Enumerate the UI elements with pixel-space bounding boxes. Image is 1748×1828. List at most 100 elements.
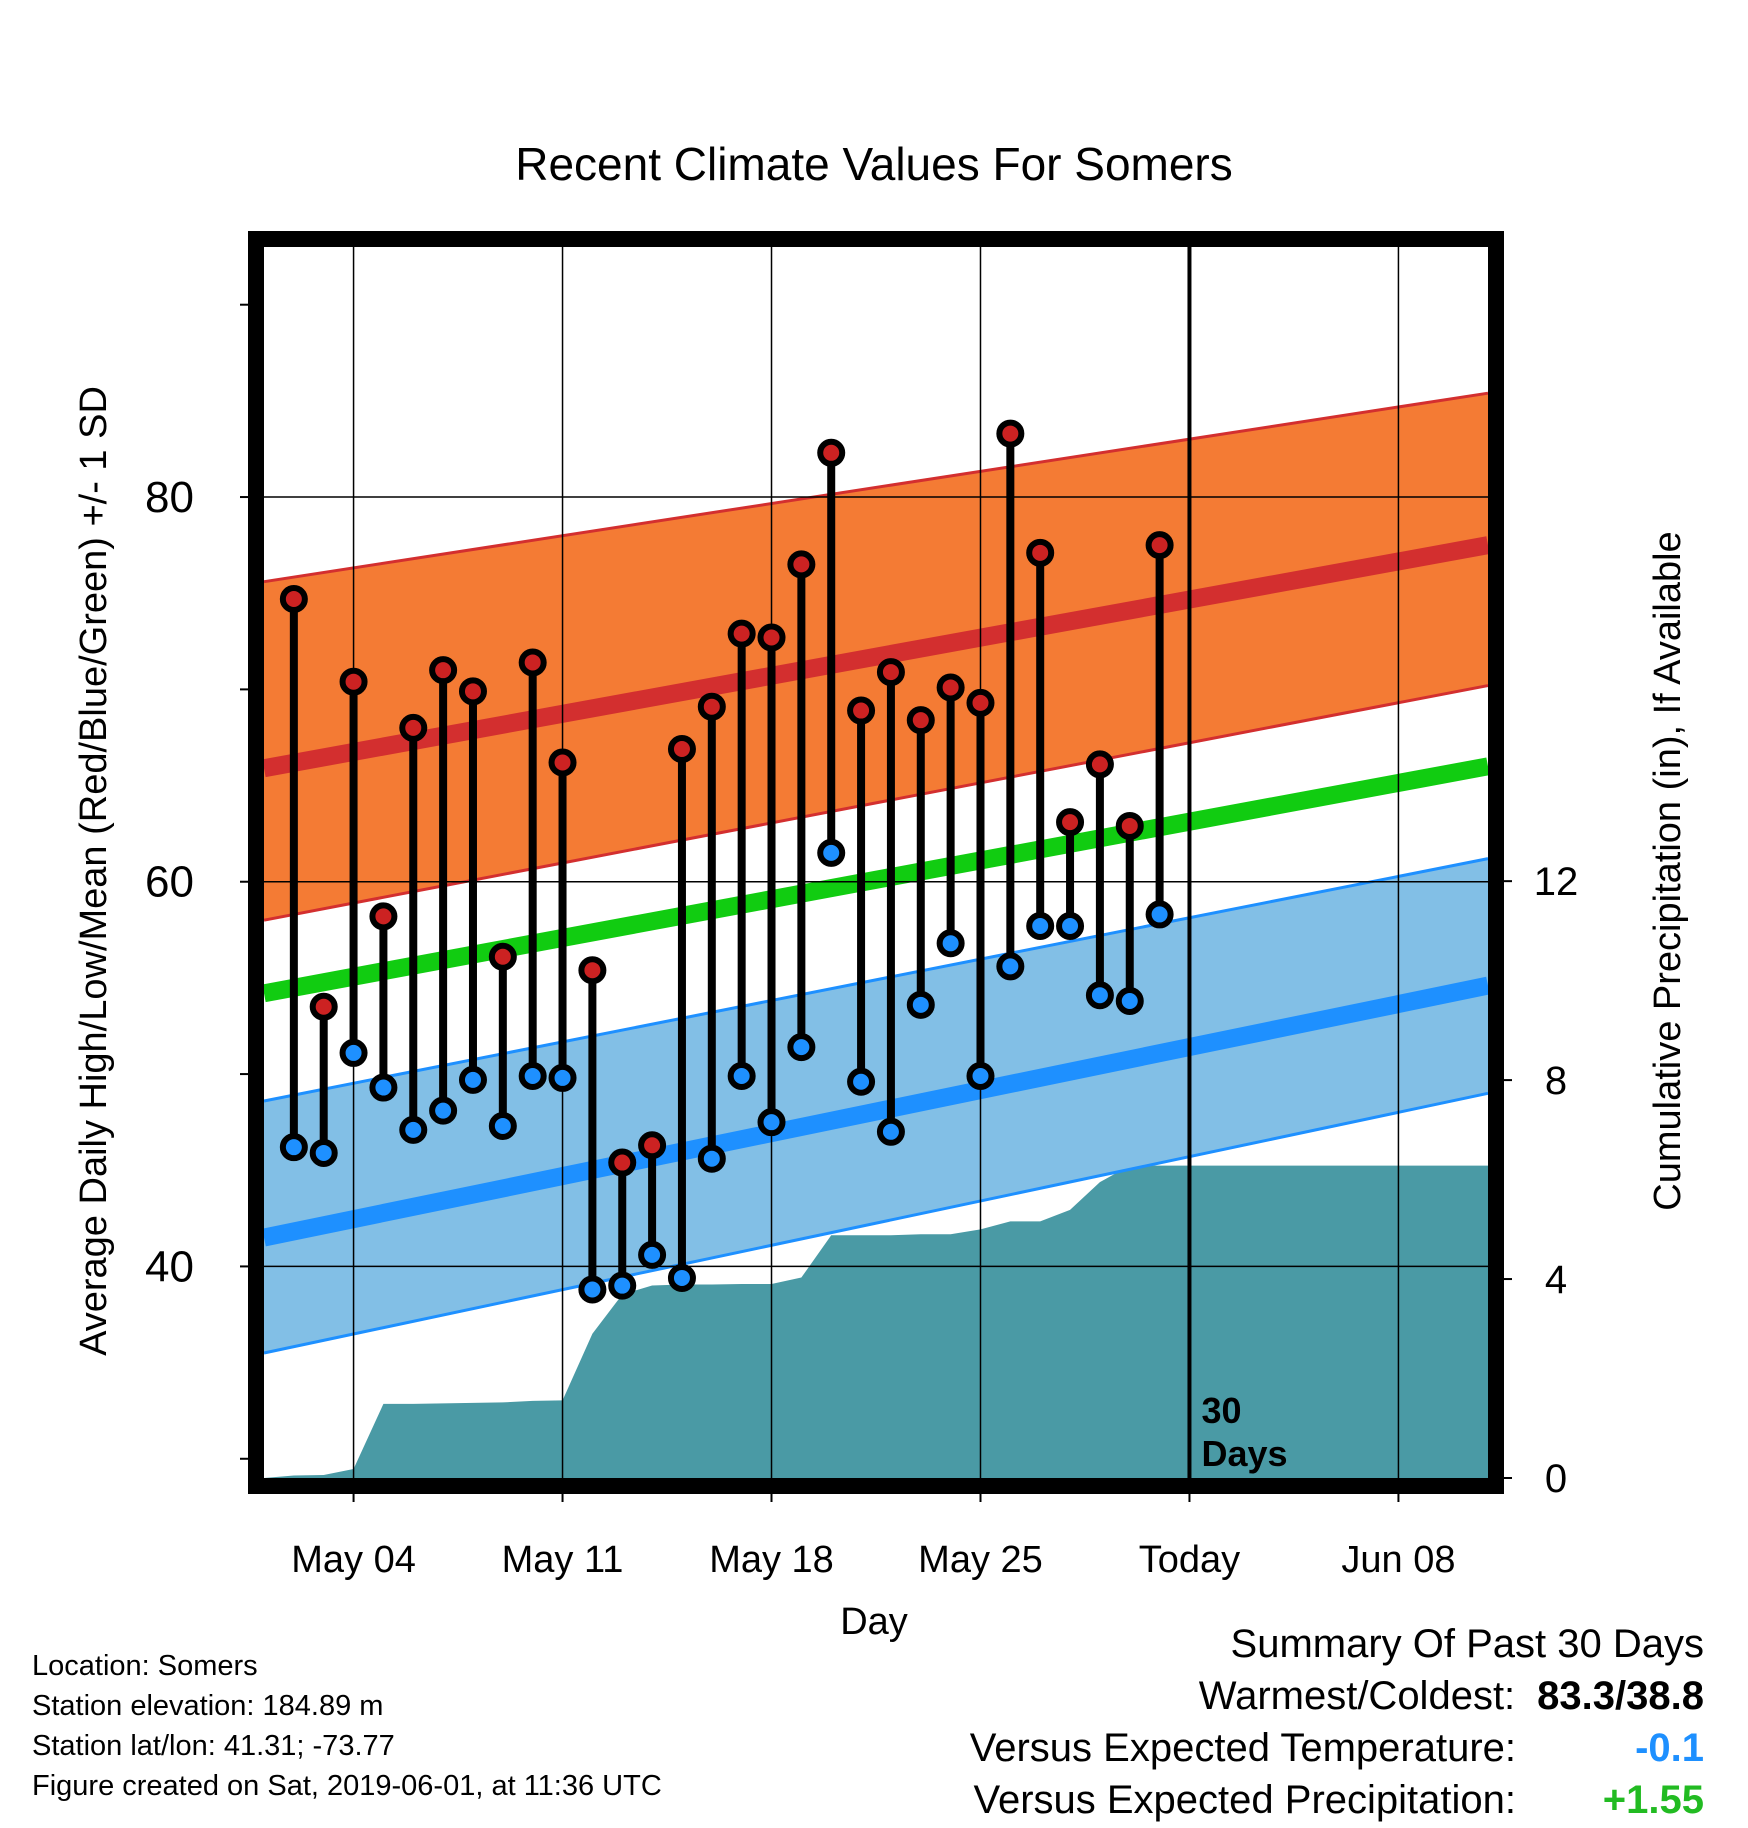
high-point [1085,750,1114,779]
low-point [399,1115,428,1144]
normal-high-band-upper-edge [263,391,1489,584]
low-point [787,1033,816,1062]
low-point [1026,911,1055,940]
warm-cold-label: Warmest/Coldest: [1198,1674,1516,1718]
high-point [1056,808,1085,837]
high-point [399,713,428,742]
high-point [1026,538,1055,567]
y-left-tick-label: 60 [145,858,194,907]
low-point [309,1138,338,1167]
today-days-label-line1: 30 [1201,1390,1241,1431]
temp-value: -0.1 [1635,1726,1704,1770]
high-point [1115,811,1144,840]
normal-bands-layer [262,391,1490,1355]
low-point [847,1067,876,1096]
low-point [1056,911,1085,940]
high-point [876,658,905,687]
low-point [548,1063,577,1092]
normal-low-line [262,976,1490,1247]
station-info: Location: Somers Station elevation: 184.… [32,1646,662,1806]
y-axis-left: 40 60 80 [145,303,256,1460]
precip-value: +1.55 [1602,1778,1704,1822]
precip-label: Versus Expected Precipitation: [973,1778,1516,1822]
high-point [847,696,876,725]
high-point [697,692,726,721]
y-right-tick-label: 4 [1545,1258,1567,1302]
low-point [996,952,1025,981]
low-point [906,990,935,1019]
high-point [936,673,965,702]
low-point [369,1073,398,1102]
latlon-text: Station lat/lon: 41.31; -73.77 [32,1730,395,1762]
x-tick-label: May 11 [502,1539,624,1581]
normal-mean-line [262,757,1490,1003]
low-point [518,1062,547,1091]
high-point [638,1131,667,1160]
high-point [996,419,1025,448]
y-axis-left-label: Average Daily High/Low/Mean (Red/Blue/Gr… [73,386,115,1356]
low-point [458,1065,487,1094]
high-point [429,656,458,685]
normal-high-line [262,536,1490,778]
daily-points [279,419,1174,1304]
high-point [578,956,607,985]
low-point [488,1112,517,1141]
y-right-tick-label: 8 [1545,1059,1567,1103]
low-point [339,1038,368,1067]
low-point [608,1271,637,1300]
x-axis: May 04 May 11 May 18 May 25 Today Jun 08 [291,1486,1455,1581]
high-point [369,902,398,931]
low-point [578,1275,607,1304]
y-left-tick-label: 40 [145,1242,194,1291]
x-tick-label: Jun 08 [1341,1539,1455,1581]
normal-low-band-lower-edge [263,1091,1489,1355]
precipitation-layer [264,1165,1488,1478]
high-point [787,550,816,579]
summary-precip: Versus Expected Precipitation: +1.55 [973,1778,1704,1823]
low-point [876,1117,905,1146]
x-tick-label: May 18 [709,1539,834,1581]
high-point [757,623,786,652]
low-point [279,1133,308,1162]
high-point [817,438,846,467]
low-point [429,1096,458,1125]
high-point [488,942,517,971]
low-point [667,1263,696,1292]
y-right-tick-label: 0 [1545,1457,1567,1501]
high-point [309,992,338,1021]
chart-title: Recent Climate Values For Somers [515,138,1233,190]
summary-title: Summary Of Past 30 Days [1230,1622,1704,1666]
plot-area: 30 Days [248,231,1504,1494]
created-text: Figure created on Sat, 2019-06-01, at 11… [32,1770,662,1802]
high-point [458,677,487,706]
low-point [757,1108,786,1137]
daily-range-stems [289,433,1164,1290]
x-tick-label: May 25 [918,1539,1043,1581]
elevation-text: Station elevation: 184.89 m [32,1690,384,1722]
summary-warm-cold: Warmest/Coldest: 83.3/38.8 [1199,1674,1704,1719]
high-point [608,1148,637,1177]
normal-low-band-upper-edge [263,857,1489,1103]
high-point [667,735,696,764]
summary-temp: Versus Expected Temperature: -0.1 [970,1726,1704,1771]
high-point [518,648,547,677]
x-tick-label: Today [1139,1539,1240,1581]
warm-cold-value: 83.3/38.8 [1537,1674,1704,1718]
low-point [817,838,846,867]
high-point [966,688,995,717]
y-right-tick-label: 12 [1534,860,1579,904]
location-text: Location: Somers [32,1650,258,1682]
low-point [936,929,965,958]
x-tick-label: May 04 [291,1539,416,1581]
low-point [1085,981,1114,1010]
today-days-label-line2: Days [1201,1433,1287,1474]
y-left-tick-label: 80 [145,473,194,522]
high-point [279,584,308,613]
low-point [1115,986,1144,1015]
precipitation-area [264,1165,1488,1478]
high-point [339,667,368,696]
high-point [548,748,577,777]
y-axis-right: 0 4 8 12 [1496,860,1578,1501]
x-axis-label: Day [840,1601,908,1643]
